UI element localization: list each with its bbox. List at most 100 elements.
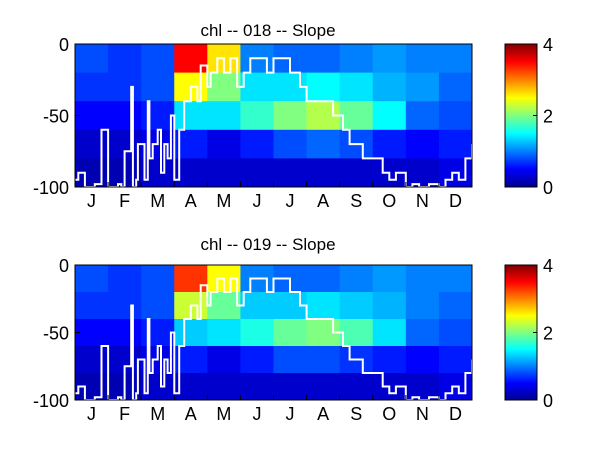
heatmap-cell [372, 319, 407, 347]
heatmap-cell [174, 265, 208, 293]
heatmap-cell [75, 265, 109, 293]
heatmap-cell [372, 129, 407, 159]
heatmap-cell [405, 265, 440, 293]
x-tick-label: N [416, 404, 429, 424]
x-tick-label: M [216, 404, 231, 424]
heatmap-cell [438, 292, 473, 320]
heatmap-cell [108, 319, 142, 347]
heatmap-cell [405, 44, 440, 74]
x-tick-label: J [87, 404, 96, 424]
heatmap-cell [141, 292, 175, 320]
heatmap-cell [207, 72, 241, 102]
x-tick-label: J [252, 191, 261, 211]
heatmap-cell [240, 158, 274, 188]
heatmap-cell [141, 72, 175, 102]
heatmap-cell [75, 129, 109, 159]
y-tick-label: 0 [59, 256, 69, 276]
x-tick-label: O [382, 404, 396, 424]
heatmap-cell [438, 319, 473, 347]
panel-2-title: chl -- 019 -- Slope [200, 235, 335, 254]
heatmap-cell [306, 72, 341, 102]
heatmap-cell [75, 72, 109, 102]
heatmap-cell [306, 373, 341, 401]
heatmap-cell [405, 129, 440, 159]
heatmap-cell [108, 101, 142, 131]
heatmap-cell [339, 44, 374, 74]
colorbar-tick-label: 0 [543, 178, 553, 198]
x-tick-label: A [185, 404, 197, 424]
y-tick-label: -100 [33, 391, 69, 411]
heatmap-cell [141, 101, 175, 131]
heatmap-cell [240, 319, 274, 347]
heatmap-cell [207, 129, 241, 159]
x-tick-label: N [416, 191, 429, 211]
heatmap-cell [174, 44, 208, 74]
x-tick-label: M [150, 191, 165, 211]
colorbar-tick-label: 4 [543, 256, 553, 276]
x-tick-label: A [317, 404, 329, 424]
x-tick-label: S [350, 191, 362, 211]
heatmap-cell [339, 373, 374, 401]
heatmap-cell [273, 158, 308, 188]
heatmap-cell [273, 129, 308, 159]
heatmap-cell [273, 373, 308, 401]
heatmap-cell [75, 319, 109, 347]
heatmap-cell [207, 373, 241, 401]
x-tick-label: S [350, 404, 362, 424]
heatmap-cell [174, 319, 208, 347]
x-tick-label: F [119, 404, 130, 424]
heatmap-cell [339, 292, 374, 320]
heatmap-cell [405, 292, 440, 320]
panel-1-colorbar: 0 2 4 [504, 35, 553, 198]
x-tick-label: M [216, 191, 231, 211]
heatmap-cell [372, 101, 407, 131]
heatmap-cell [141, 158, 175, 188]
heatmap-cell [75, 101, 109, 131]
y-tick-label: -50 [43, 324, 69, 344]
heatmap-cell [141, 373, 175, 401]
heatmap-cell [108, 292, 142, 320]
heatmap-cell [306, 158, 341, 188]
heatmap-cell [108, 44, 142, 74]
heatmap-cell [174, 101, 208, 131]
heatmap-cell [438, 44, 473, 74]
heatmap-cell [273, 101, 308, 131]
heatmap-cell [438, 265, 473, 293]
heatmap-cell [438, 129, 473, 159]
heatmap-cell [207, 319, 241, 347]
heatmap-cell [438, 346, 473, 374]
heatmap-cell [240, 373, 274, 401]
heatmap-cell [339, 72, 374, 102]
heatmap-cell [405, 346, 440, 374]
heatmap-cell [141, 44, 175, 74]
x-tick-label: O [382, 191, 396, 211]
colorbar-tick-label: 2 [543, 324, 553, 344]
x-tick-label: J [286, 404, 295, 424]
x-tick-label: F [119, 191, 130, 211]
heatmap-cell [75, 44, 109, 74]
colorbar-tick-label: 2 [543, 107, 553, 127]
heatmap-cell [372, 292, 407, 320]
panel-1-title: chl -- 018 -- Slope [200, 21, 335, 40]
heatmap-cell [108, 72, 142, 102]
heatmap-cell [306, 292, 341, 320]
heatmap-cell [306, 346, 341, 374]
heatmap-cell [141, 319, 175, 347]
colorbar [504, 264, 538, 401]
heatmap-cell [405, 72, 440, 102]
heatmap-cell [438, 72, 473, 102]
heatmap-cell [339, 265, 374, 293]
heatmap-cell [339, 319, 374, 347]
colorbar-tick-label: 0 [543, 391, 553, 411]
heatmap-cell [207, 158, 241, 188]
x-tick-label: M [150, 404, 165, 424]
heatmap-cell [405, 101, 440, 131]
heatmap-cell [372, 44, 407, 74]
heatmap-cell [240, 101, 274, 131]
heatmap-cell [141, 265, 175, 293]
